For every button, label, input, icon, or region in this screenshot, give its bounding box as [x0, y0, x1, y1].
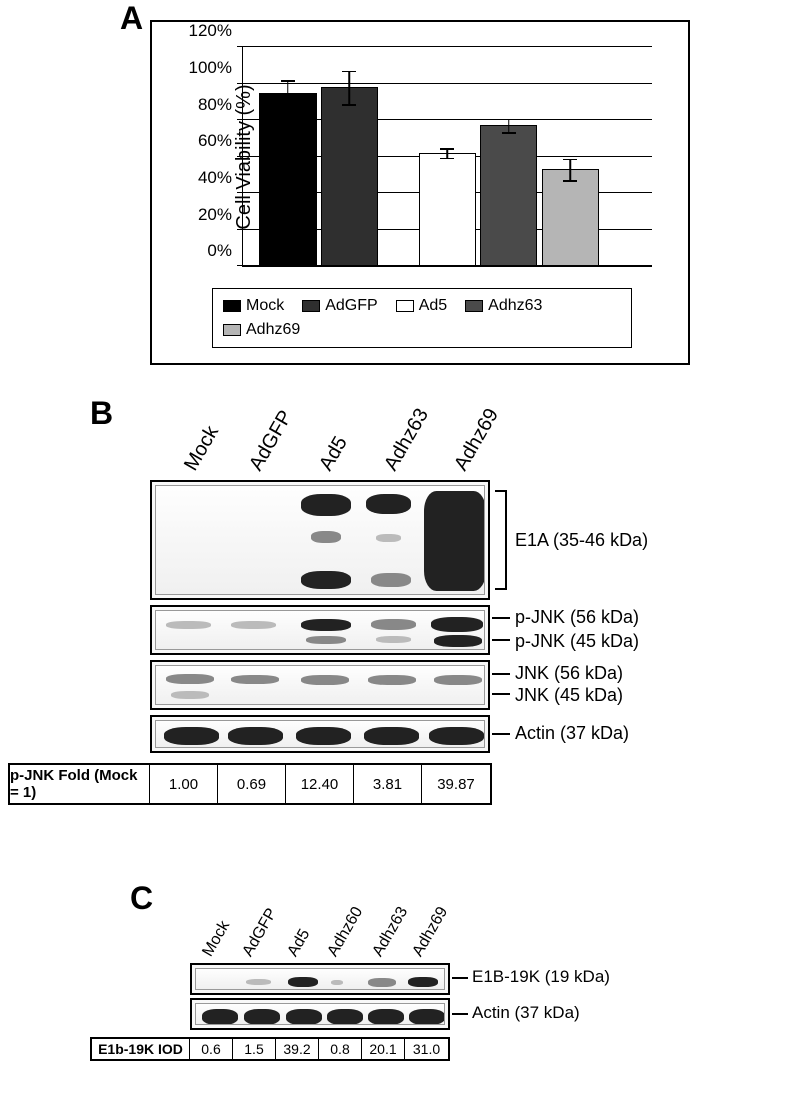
legend-swatch [465, 300, 483, 312]
legend-label: Adhz69 [246, 321, 300, 339]
gridline [243, 46, 652, 47]
legend-swatch [223, 300, 241, 312]
iod-value-cell: 31.0 [405, 1039, 448, 1059]
blot-label-e1b19k: E1B-19K (19 kDa) [472, 967, 610, 987]
y-tick-label: 60% [172, 131, 232, 151]
blot-label-jnk45: JNK (45 kDa) [515, 685, 623, 706]
blot-inner [155, 610, 485, 650]
legend-item: Adhz63 [465, 297, 542, 315]
legend-label: Ad5 [419, 297, 447, 315]
panel-a-container: Cell Viability (%) [150, 20, 690, 365]
lane-label: Adhz63 [369, 904, 412, 960]
legend-item: Ad5 [396, 297, 447, 315]
lane-label: Adhz69 [450, 405, 504, 475]
line-marker [492, 617, 510, 619]
blot-label-actin-c: Actin (37 kDa) [472, 1003, 580, 1023]
blot-pjnk [150, 605, 490, 655]
legend-label: Mock [246, 297, 284, 315]
tick [237, 46, 243, 47]
legend-swatch [396, 300, 414, 312]
bar-adgfp [321, 87, 378, 266]
iod-value-cell: 20.1 [362, 1039, 405, 1059]
gridline [243, 83, 652, 84]
tick [237, 156, 243, 157]
blot-e1a [150, 480, 490, 600]
lane-label: Mock [180, 422, 224, 475]
fold-value-cell: 12.40 [286, 765, 354, 803]
blot-label-actin-b: Actin (37 kDa) [515, 723, 629, 744]
iod-table: E1b-19K IOD 0.6 1.5 39.2 0.8 20.1 31.0 [90, 1037, 450, 1061]
lane-label: Mock [199, 918, 234, 960]
blot-inner [195, 1003, 445, 1025]
panel-b-container: Mock AdGFP Ad5 Adhz63 Adhz69 E1A (35-46 … [90, 395, 710, 875]
fold-label-cell: p-JNK Fold (Mock = 1) [10, 765, 150, 803]
tick [237, 192, 243, 193]
y-tick-label: 100% [172, 58, 232, 78]
bracket-e1a [495, 490, 507, 590]
tick [237, 229, 243, 230]
legend-item: Adhz69 [223, 321, 300, 339]
panel-a-label: A [120, 0, 143, 37]
legend-swatch [302, 300, 320, 312]
blot-label-jnk56: JNK (56 kDa) [515, 663, 623, 684]
legend-item: Mock [223, 297, 284, 315]
iod-label-cell: E1b-19K IOD [92, 1039, 190, 1059]
tick [237, 265, 243, 266]
fold-value-cell: 0.69 [218, 765, 286, 803]
lane-label: Ad5 [284, 926, 314, 960]
lane-label: AdGFP [239, 906, 281, 960]
legend-swatch [223, 324, 241, 336]
panel-c-container: Mock AdGFP Ad5 Adhz60 Adhz63 Adhz69 E1B-… [130, 895, 690, 1105]
line-marker [452, 1013, 468, 1015]
blot-inner [155, 485, 485, 595]
blot-label-pjnk45: p-JNK (45 kDa) [515, 631, 639, 652]
bar-adhz63 [480, 125, 537, 266]
legend-item: AdGFP [302, 297, 377, 315]
lane-label: Adhz60 [324, 904, 367, 960]
fold-table-b: p-JNK Fold (Mock = 1) 1.00 0.69 12.40 3.… [8, 763, 492, 805]
lane-labels-c: Mock AdGFP Ad5 Adhz60 Adhz63 Adhz69 [190, 895, 460, 960]
bar-ad5 [419, 153, 476, 266]
iod-value-cell: 0.8 [319, 1039, 362, 1059]
plot-region [242, 47, 652, 267]
iod-value-cell: 1.5 [233, 1039, 276, 1059]
blot-inner [195, 968, 445, 990]
bar-mock [259, 93, 316, 266]
blot-inner [155, 665, 485, 705]
blot-inner [155, 720, 485, 748]
y-tick-label: 20% [172, 205, 232, 225]
lane-label: AdGFP [245, 407, 298, 475]
blot-actin-b [150, 715, 490, 753]
lane-label: Adhz63 [380, 405, 434, 475]
blot-e1b19k [190, 963, 450, 995]
fold-value-cell: 1.00 [150, 765, 218, 803]
legend-label: Adhz63 [488, 297, 542, 315]
lane-label: Ad5 [315, 433, 353, 475]
line-marker [492, 693, 510, 695]
chart-area: Cell Viability (%) [242, 47, 652, 267]
bar-adhz69 [542, 169, 599, 266]
legend-label: AdGFP [325, 297, 377, 315]
line-marker [492, 673, 510, 675]
iod-value-cell: 39.2 [276, 1039, 319, 1059]
tick [237, 119, 243, 120]
legend: Mock AdGFP Ad5 Adhz63 Adhz69 [212, 288, 632, 348]
blot-jnk [150, 660, 490, 710]
blot-actin-c [190, 998, 450, 1030]
fold-value-cell: 39.87 [422, 765, 490, 803]
tick [237, 83, 243, 84]
y-tick-label: 80% [172, 95, 232, 115]
y-tick-label: 0% [172, 241, 232, 261]
line-marker [492, 639, 510, 641]
iod-value-cell: 0.6 [190, 1039, 233, 1059]
blot-label-pjnk56: p-JNK (56 kDa) [515, 607, 639, 628]
lane-labels-b: Mock AdGFP Ad5 Adhz63 Adhz69 [150, 395, 530, 475]
y-tick-label: 120% [172, 21, 232, 41]
lane-label: Adhz69 [409, 904, 452, 960]
blot-label-e1a: E1A (35-46 kDa) [515, 530, 648, 551]
line-marker [452, 977, 468, 979]
fold-value-cell: 3.81 [354, 765, 422, 803]
y-tick-label: 40% [172, 168, 232, 188]
line-marker [492, 733, 510, 735]
